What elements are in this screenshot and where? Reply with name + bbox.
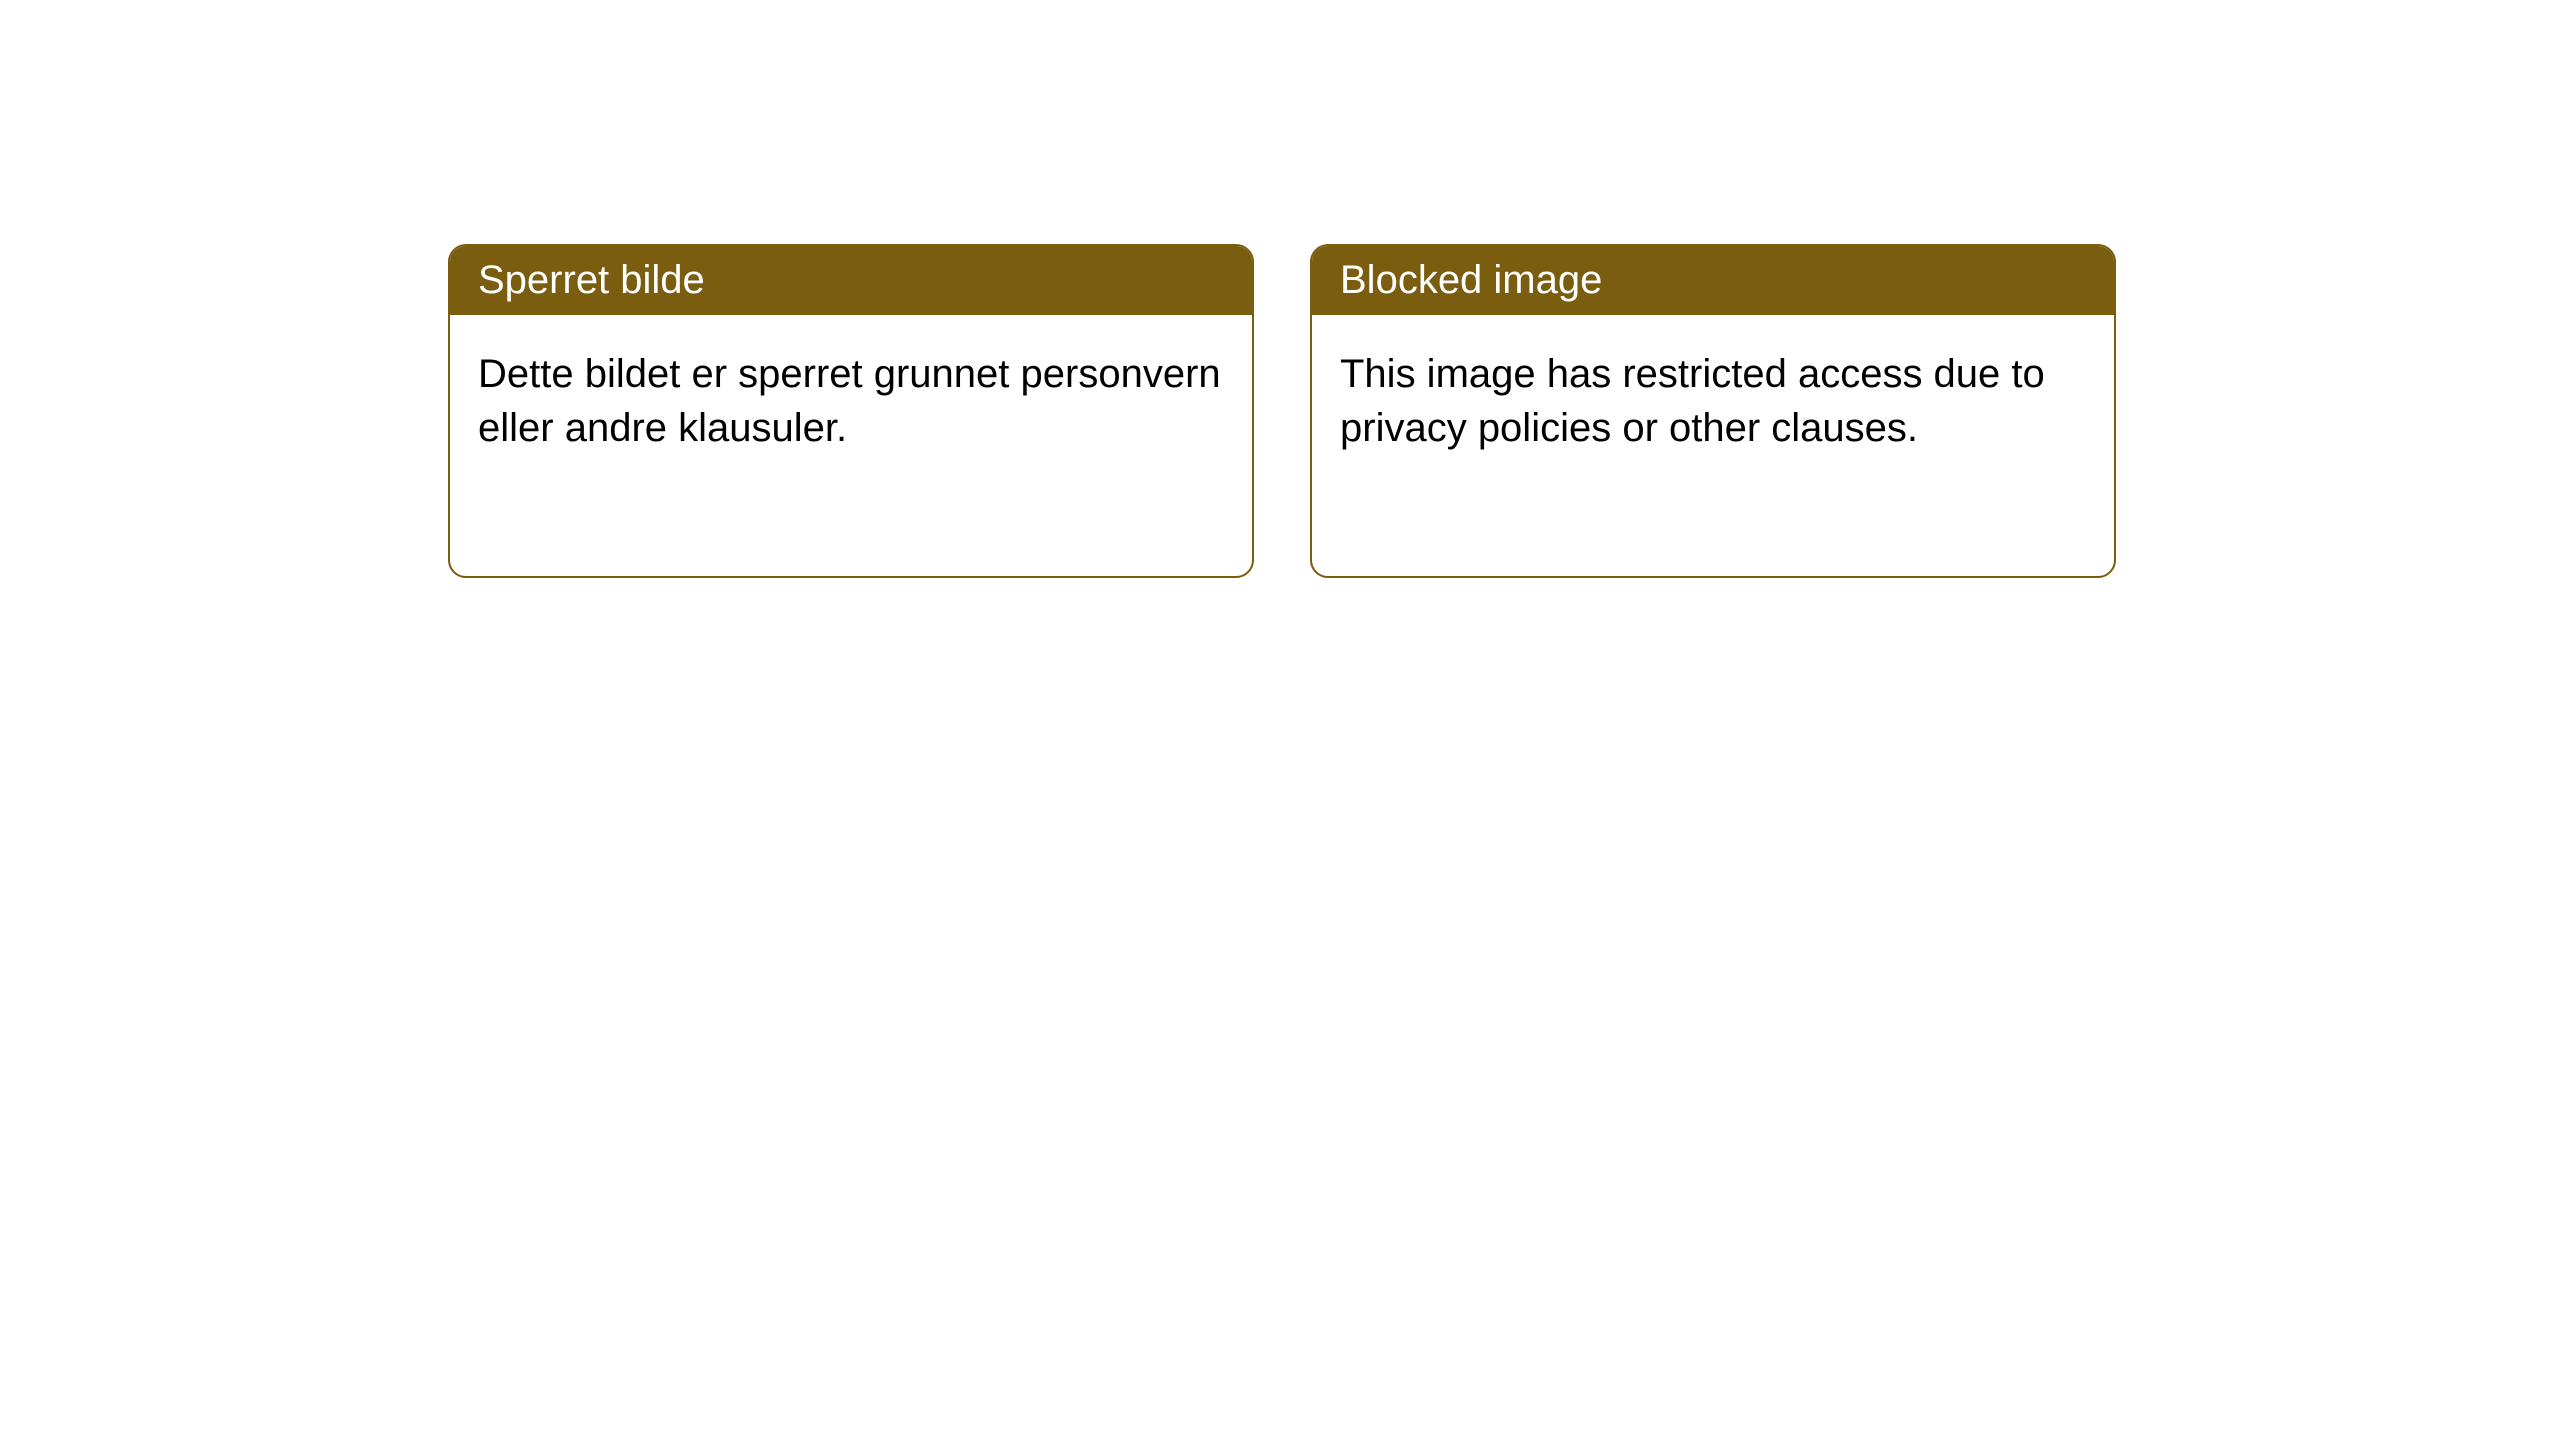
card-body-text: Dette bildet er sperret grunnet personve… [450, 315, 1252, 487]
notice-cards-container: Sperret bilde Dette bildet er sperret gr… [448, 244, 2116, 578]
card-title: Sperret bilde [450, 246, 1252, 315]
notice-card-norwegian: Sperret bilde Dette bildet er sperret gr… [448, 244, 1254, 578]
notice-card-english: Blocked image This image has restricted … [1310, 244, 2116, 578]
card-title: Blocked image [1312, 246, 2114, 315]
card-body-text: This image has restricted access due to … [1312, 315, 2114, 487]
